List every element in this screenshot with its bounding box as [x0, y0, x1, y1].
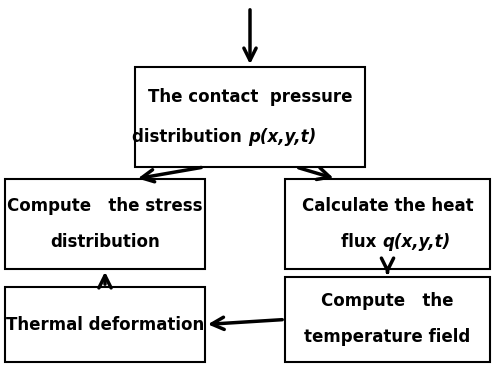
FancyBboxPatch shape [5, 287, 205, 362]
FancyBboxPatch shape [135, 67, 365, 167]
Text: distribution: distribution [50, 233, 160, 251]
Text: The contact  pressure: The contact pressure [148, 88, 352, 106]
FancyBboxPatch shape [285, 179, 490, 269]
Text: Calculate the heat: Calculate the heat [302, 197, 474, 215]
Text: temperature field: temperature field [304, 328, 470, 346]
Text: Compute   the stress: Compute the stress [7, 197, 203, 215]
Text: flux: flux [342, 233, 382, 251]
Text: q(x,y,t): q(x,y,t) [382, 233, 451, 251]
Text: Thermal deformation: Thermal deformation [6, 316, 204, 334]
FancyBboxPatch shape [5, 179, 205, 269]
Text: distribution: distribution [132, 128, 248, 146]
Text: p(x,y,t): p(x,y,t) [248, 128, 316, 146]
FancyBboxPatch shape [285, 277, 490, 362]
Text: Compute   the: Compute the [321, 293, 454, 311]
